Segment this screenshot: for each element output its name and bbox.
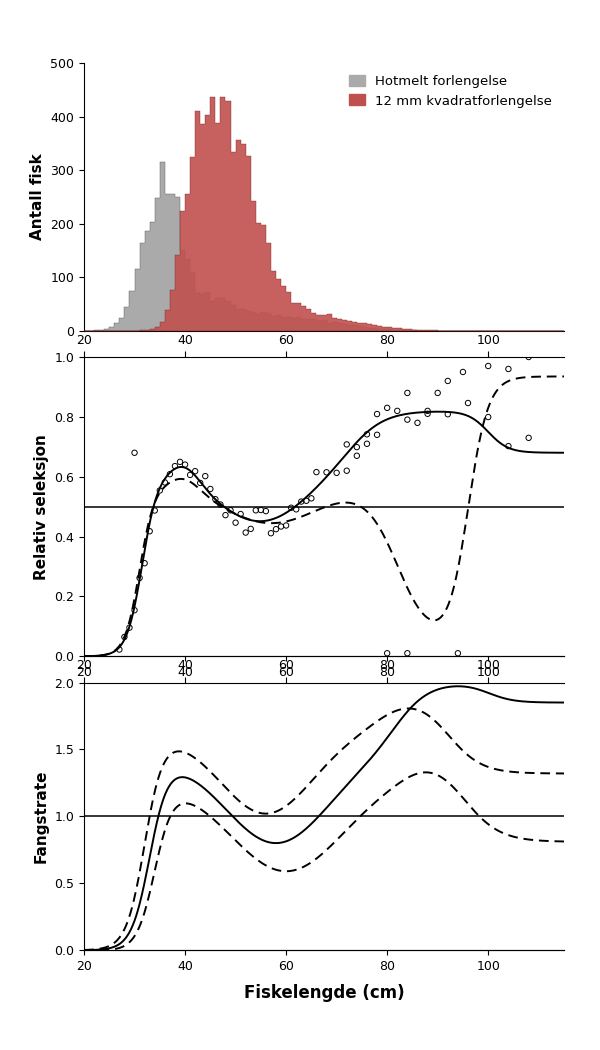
Y-axis label: Relativ seleksjon: Relativ seleksjon [34,434,49,580]
Point [246,521,256,538]
Point [484,358,493,375]
Point [524,429,533,446]
Point [484,408,493,425]
Point [130,602,139,618]
Point [190,463,200,480]
Point [196,475,205,491]
Point [160,474,170,490]
Point [180,456,190,472]
Point [261,503,271,520]
Point [251,502,260,519]
Point [231,514,241,531]
Point [372,405,382,422]
Point [453,645,463,662]
Point [221,507,230,524]
Point [211,490,220,507]
Point [413,415,422,432]
Point [372,426,382,443]
Point [423,402,433,419]
Point [241,524,250,541]
Point [362,436,372,453]
Point [458,363,468,380]
Point [503,438,513,455]
Point [130,444,139,461]
Point [292,501,301,518]
Point [433,384,442,401]
Point [332,464,341,481]
X-axis label: Fiskelengde (cm): Fiskelengde (cm) [244,984,404,1002]
Point [342,436,352,453]
Point [403,412,412,428]
Point [352,439,362,456]
Point [119,629,129,646]
Point [503,360,513,377]
Point [236,506,245,523]
Point [276,518,286,534]
Point [175,454,185,470]
Point [307,490,316,507]
Point [302,492,311,509]
Point [215,497,225,513]
Point [115,642,124,658]
Y-axis label: Fangstrate: Fangstrate [34,770,49,863]
Point [352,447,362,464]
Point [423,405,433,422]
Point [362,426,372,443]
Point [206,481,215,498]
Point [296,494,306,510]
Point [226,502,235,519]
Point [165,466,175,483]
Point [392,402,402,419]
Point [342,462,352,479]
Point [286,500,296,517]
Point [200,467,210,484]
Point [150,502,160,519]
Point [256,502,266,519]
Legend: Hotmelt forlengelse, 12 mm kvadratforlengelse: Hotmelt forlengelse, 12 mm kvadratforlen… [344,69,557,112]
Point [443,406,452,423]
Point [125,620,134,636]
Point [463,395,473,412]
Point [524,349,533,365]
Point [322,464,331,481]
Point [443,373,452,390]
Point [403,645,412,662]
Point [281,517,291,533]
Point [185,466,195,483]
Point [140,554,149,571]
Point [382,645,392,662]
Y-axis label: Antall fisk: Antall fisk [30,153,45,240]
Point [170,458,180,475]
Point [311,464,321,481]
Point [155,482,164,499]
Point [382,399,392,416]
Point [271,521,281,538]
Point [266,525,276,542]
Point [145,523,154,540]
Point [135,569,145,586]
Point [403,384,412,401]
